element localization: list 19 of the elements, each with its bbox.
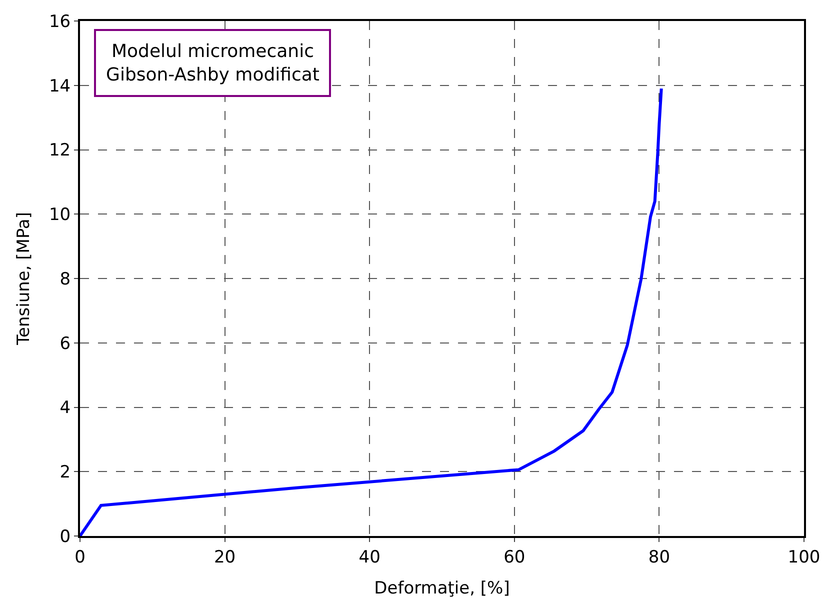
x-tick-label: 80 <box>648 547 670 568</box>
x-tick-label: 40 <box>358 547 380 568</box>
y-tick-label: 2 <box>60 462 71 483</box>
y-tick-label: 6 <box>60 334 71 354</box>
y-tick-label: 10 <box>48 205 71 226</box>
annotation: Modelul micromecanic Gibson-Ashby modificat <box>106 41 320 86</box>
y-tick-label: 4 <box>60 398 71 418</box>
x-tick-label: 0 <box>74 547 86 568</box>
x-tick-label: 20 <box>214 547 236 568</box>
x-axis-title: Deformaţie, [%] <box>374 578 510 598</box>
y-tick-label: 16 <box>48 12 71 32</box>
y-tick-label: 12 <box>48 140 71 161</box>
x-tick-label: 100 <box>788 547 820 568</box>
x-tick-label: 60 <box>504 547 526 568</box>
y-axis-title: Tensiune, [MPa] <box>14 212 34 346</box>
y-tick-label: 14 <box>48 76 71 96</box>
y-tick-label: 8 <box>60 269 71 290</box>
line-series <box>80 87 663 536</box>
y-tick-label: 0 <box>60 526 71 547</box>
